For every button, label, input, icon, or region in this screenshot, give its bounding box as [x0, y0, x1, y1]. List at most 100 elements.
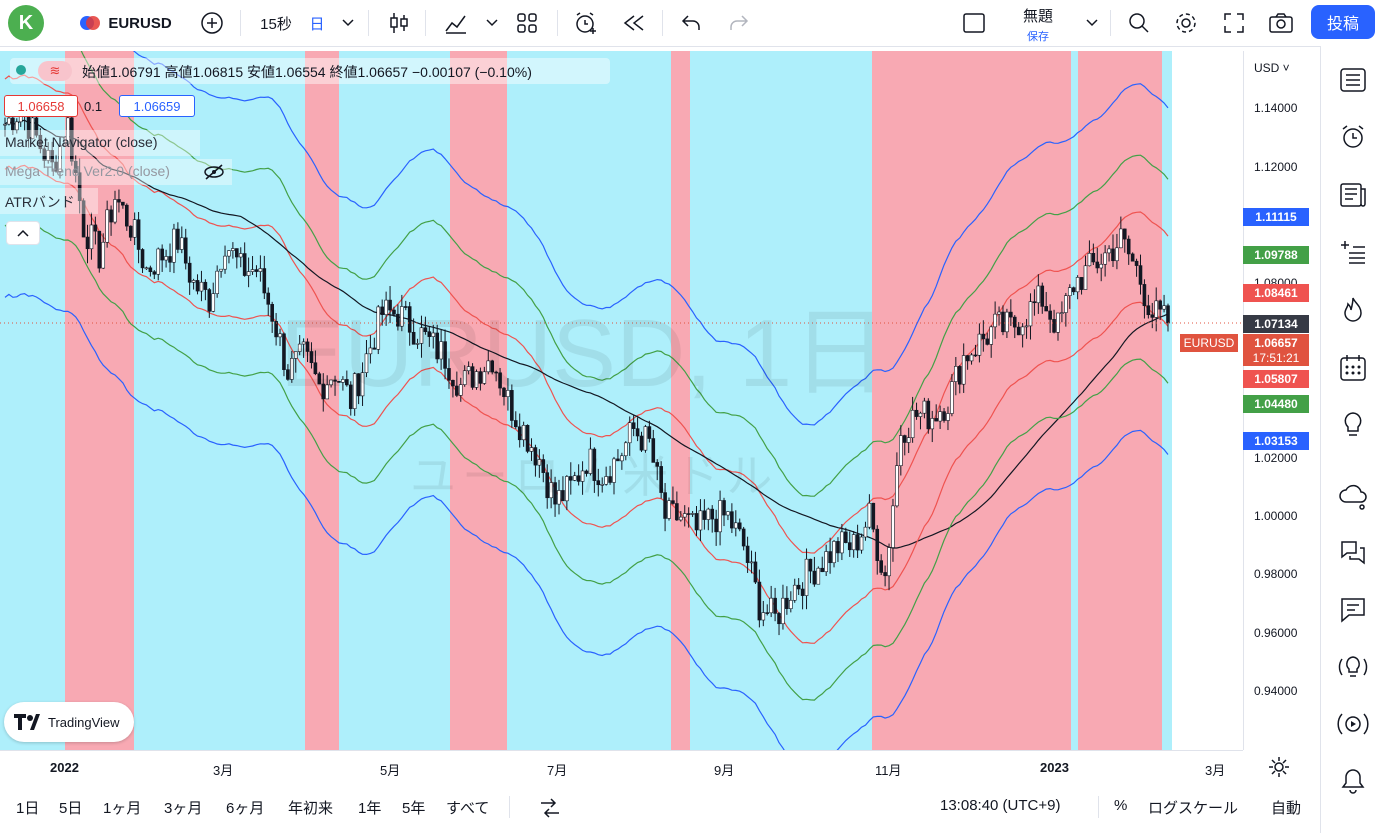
candle: [388, 286, 392, 324]
period-5d[interactable]: 5日: [59, 800, 83, 817]
candle: [761, 600, 766, 627]
candle: [207, 288, 212, 318]
user-avatar[interactable]: K: [8, 5, 44, 41]
candle: [832, 539, 836, 568]
replay-button[interactable]: [618, 0, 650, 46]
indicators-button[interactable]: [440, 0, 472, 46]
calendar-button[interactable]: [1334, 349, 1372, 387]
candle: [737, 518, 742, 532]
candle: [859, 533, 864, 554]
candle: [690, 510, 695, 517]
chart-pane[interactable]: [0, 51, 1243, 750]
interval-15s-button[interactable]: 15秒: [260, 15, 292, 33]
candle: [667, 497, 671, 521]
candle: [195, 274, 200, 295]
candle: [219, 268, 223, 278]
interval-dropdown[interactable]: [338, 0, 358, 46]
period-3m[interactable]: 3ヶ月: [164, 800, 203, 817]
chat-button[interactable]: [1334, 477, 1372, 515]
layout-name-button[interactable]: 無題 保存: [1010, 5, 1066, 44]
candle: [117, 189, 121, 213]
indicator-label: Mega Trend Ver2.0 (close): [5, 163, 170, 179]
eye-off-icon[interactable]: [203, 163, 225, 181]
bull-zone: [1162, 51, 1172, 750]
date-range-button[interactable]: [539, 797, 561, 824]
indicator-row-3[interactable]: ATRバンド: [0, 188, 98, 214]
candle: [675, 491, 679, 521]
tradingview-logo[interactable]: TradingView: [4, 702, 134, 742]
fullscreen-layout-toggle[interactable]: [958, 0, 990, 46]
candle: [168, 243, 172, 273]
buy-price-button[interactable]: 1.06659: [119, 95, 195, 117]
bull-zone: [690, 51, 872, 750]
chart-settings-button[interactable]: [1268, 756, 1290, 783]
collapse-legend-button[interactable]: [6, 221, 40, 245]
messages-button[interactable]: [1334, 534, 1372, 572]
candle: [317, 371, 322, 385]
inner-lower-band: [4, 164, 1169, 644]
clock-timezone[interactable]: 13:08:40 (UTC+9): [940, 797, 1061, 814]
interval-day-button[interactable]: 日: [309, 15, 325, 33]
notifications-button[interactable]: [1334, 762, 1372, 800]
candle: [1134, 258, 1139, 277]
publish-button[interactable]: 投稿: [1311, 5, 1375, 39]
undo-button[interactable]: [676, 0, 706, 46]
chart-type-button[interactable]: [384, 0, 414, 46]
currency-selector[interactable]: USD ˅: [1254, 61, 1290, 75]
period-1d[interactable]: 1日: [16, 800, 40, 817]
symbol-search-button[interactable]: EURUSD: [70, 0, 180, 46]
candle: [647, 420, 652, 443]
candle: [671, 486, 675, 505]
candle: [588, 437, 593, 476]
compare-symbol-button[interactable]: [197, 0, 227, 46]
alert-button[interactable]: [570, 0, 602, 46]
candle: [274, 313, 278, 346]
lightbulb-icon: [1344, 412, 1362, 436]
screenshot-button[interactable]: [1264, 0, 1298, 46]
candle: [1087, 240, 1092, 267]
alerts-button[interactable]: [1334, 118, 1372, 156]
indicator-row-1[interactable]: Market Navigator (close): [0, 130, 200, 156]
log-scale-toggle[interactable]: ログスケール: [1148, 800, 1239, 817]
period-all[interactable]: すべて: [446, 800, 490, 817]
news-button[interactable]: [1334, 176, 1372, 214]
live-ideas-button[interactable]: [1334, 648, 1372, 686]
price-label: 1.14000: [1254, 101, 1298, 116]
indicator-row-2[interactable]: Mega Trend Ver2.0 (close): [0, 159, 232, 185]
streams-button[interactable]: [1334, 705, 1372, 743]
auto-scale-toggle[interactable]: 自動: [1271, 800, 1302, 817]
ideas-list-button[interactable]: [1334, 234, 1372, 272]
period-1m[interactable]: 1ヶ月: [103, 800, 142, 817]
search-button[interactable]: [1124, 0, 1154, 46]
period-6m[interactable]: 6ヶ月: [226, 800, 265, 817]
candle: [773, 587, 777, 622]
hotlist-button[interactable]: [1334, 291, 1372, 329]
candle: [1020, 323, 1025, 348]
cloud-chat-icon: [1339, 484, 1367, 510]
price-chart[interactable]: [0, 51, 1243, 750]
period-ytd[interactable]: 年初来: [288, 800, 334, 817]
period-1y[interactable]: 1年: [358, 800, 382, 817]
redo-button[interactable]: [724, 0, 754, 46]
settings-button[interactable]: [1170, 0, 1202, 46]
wave-icon[interactable]: ≋: [38, 61, 72, 81]
sell-price-button[interactable]: 1.06658: [4, 95, 78, 117]
time-axis[interactable]: [0, 750, 1243, 785]
period-5y[interactable]: 5年: [402, 800, 426, 817]
candle: [1064, 292, 1068, 327]
layouts-button[interactable]: [512, 0, 542, 46]
indicators-dropdown[interactable]: [482, 0, 502, 46]
time-label: 5月: [380, 763, 401, 778]
notes-button[interactable]: [1334, 591, 1372, 629]
candle: [301, 338, 306, 358]
layout-dropdown[interactable]: [1082, 0, 1102, 46]
percent-scale-toggle[interactable]: %: [1114, 797, 1128, 814]
candle: [781, 584, 785, 630]
fullscreen-button[interactable]: [1218, 0, 1250, 46]
bear-zone: [1078, 51, 1162, 750]
candle: [486, 350, 491, 375]
candle: [297, 335, 302, 356]
candle: [164, 249, 168, 268]
ideas-button[interactable]: [1334, 406, 1372, 444]
watchlist-button[interactable]: [1334, 61, 1372, 99]
